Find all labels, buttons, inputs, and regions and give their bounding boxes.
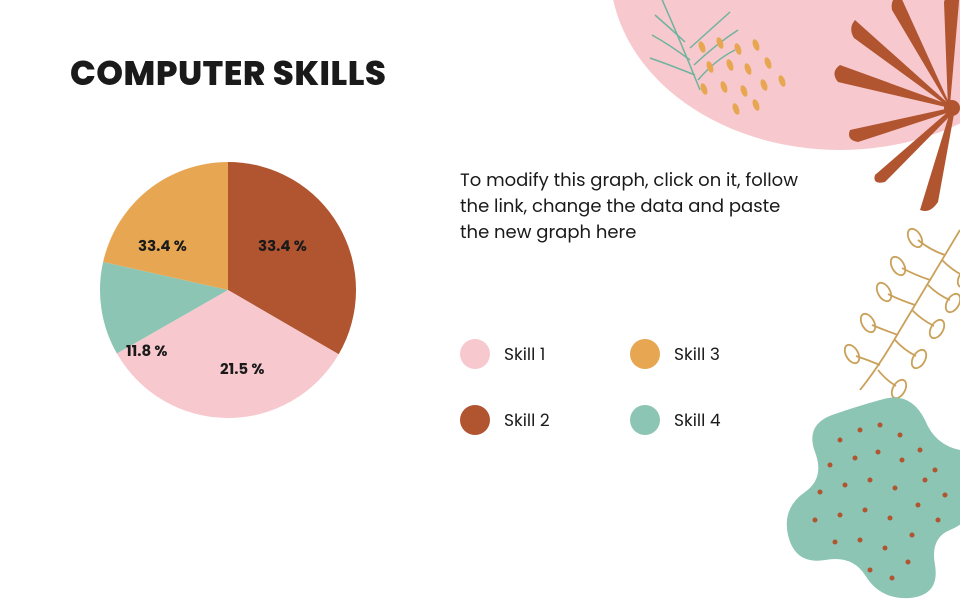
decor-branch-gold [830,220,960,400]
pie-label-skill1: 33.4 % [138,235,187,258]
decor-leaf-outline-teal [620,0,780,110]
legend-item-skill-2: Skill 2 [460,396,610,444]
swatch-icon [630,405,660,435]
legend-label: Skill 1 [504,341,545,367]
pie-label-skill2: 33.4 % [258,235,307,258]
legend-label: Skill 4 [674,407,721,433]
legend-item-skill-1: Skill 1 [460,330,610,378]
legend-item-skill-4: Skill 4 [630,396,780,444]
swatch-icon [630,339,660,369]
decor-blob-teal [760,380,960,600]
swatch-icon [460,405,490,435]
decor-pink-blob [600,0,960,180]
swatch-icon [460,339,490,369]
decor-dots-orange [690,35,820,125]
chart-instructions: To modify this graph, click on it, follo… [460,168,800,246]
legend-item-skill-3: Skill 3 [630,330,780,378]
legend-label: Skill 3 [674,341,720,367]
pie-chart[interactable]: 33.4 % 33.4 % 21.5 % 11.8 % [98,160,358,420]
page-title: COMPUTER SKILLS [70,48,387,99]
decor-leaf-brown [780,0,960,220]
legend: Skill 1 Skill 3 Skill 2 Skill 4 [460,330,780,444]
pie-label-skill4: 11.8 % [126,340,167,363]
pie-label-skill3: 21.5 % [220,358,264,381]
legend-label: Skill 2 [504,407,550,433]
